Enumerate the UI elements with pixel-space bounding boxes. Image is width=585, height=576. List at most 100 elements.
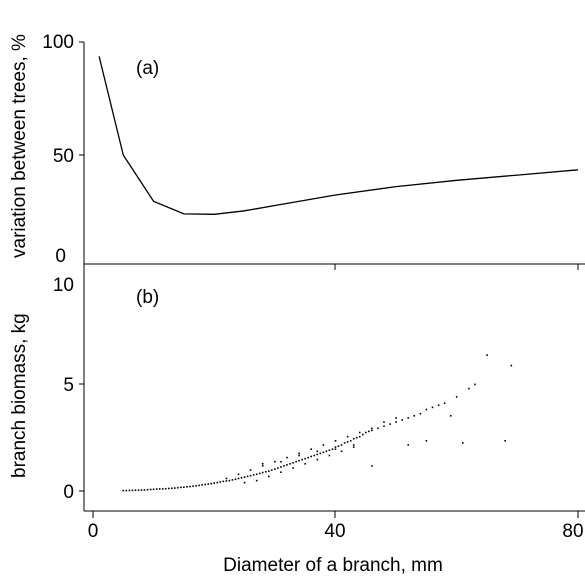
- scatter-point: [216, 481, 219, 484]
- scatter-point: [143, 489, 146, 491]
- scatter-point: [377, 427, 379, 430]
- scatter-point: [362, 433, 364, 436]
- scatter-point: [295, 460, 297, 463]
- panel-a-y-tick-0: 0: [55, 246, 66, 267]
- scatter-point: [313, 454, 316, 457]
- scatter-point: [328, 449, 331, 451]
- scatter-point: [346, 435, 349, 438]
- scatter-point: [274, 460, 276, 463]
- scatter-point: [316, 453, 319, 456]
- scatter-point: [268, 470, 270, 472]
- scatter-point: [425, 440, 428, 442]
- scatter-point: [243, 476, 246, 478]
- scatter-point: [298, 454, 300, 457]
- scatter-point: [316, 450, 319, 453]
- scatter-point: [355, 436, 358, 439]
- scatter-point: [274, 468, 276, 470]
- scatter-point: [407, 444, 409, 446]
- scatter-point: [249, 469, 252, 471]
- scatter-point: [134, 489, 137, 491]
- scatter-point: [252, 474, 255, 476]
- scatter-point: [286, 464, 288, 466]
- panel-a-y-axis-title: variation between trees, %: [9, 34, 30, 258]
- scatter-point: [352, 444, 355, 446]
- scatter-point: [243, 481, 246, 484]
- scatter-point: [334, 440, 337, 442]
- panel-b-y-tick-5: 5: [63, 375, 74, 396]
- scatter-point: [255, 479, 258, 482]
- scatter-point: [146, 488, 149, 491]
- scatter-point: [358, 435, 361, 438]
- scatter-point: [280, 460, 282, 463]
- scatter-point: [292, 467, 294, 469]
- scatter-point: [277, 467, 279, 469]
- panel-a-series-group: [98, 56, 579, 215]
- scatter-point: [425, 408, 428, 411]
- scatter-point: [192, 485, 194, 487]
- scatter-point: [443, 402, 446, 404]
- panel-a: 100 50 0 (a) variation between trees, %: [9, 32, 579, 267]
- scatter-point: [301, 458, 303, 461]
- scatter-point: [486, 354, 488, 356]
- panel-a-y-tick-50: 50: [53, 146, 74, 167]
- scatter-point: [325, 450, 328, 453]
- scatter-point: [358, 431, 361, 434]
- scatter-point: [231, 479, 234, 481]
- scatter-point: [198, 484, 200, 487]
- scatter-point: [401, 419, 403, 421]
- scatter-point: [171, 487, 173, 490]
- scatter-point: [286, 456, 288, 459]
- scatter-point: [225, 480, 228, 482]
- panel-a-series-line: [98, 56, 579, 215]
- scatter-point: [298, 459, 300, 462]
- panel-b-y-axis-title: branch biomass, kg: [9, 313, 30, 478]
- scatter-point: [316, 458, 319, 461]
- scatter-point: [449, 415, 452, 417]
- scatter-point: [510, 364, 513, 367]
- scatter-point: [265, 471, 267, 473]
- scatter-point: [334, 446, 337, 448]
- scatter-point: [249, 474, 252, 477]
- scatter-point: [322, 444, 325, 446]
- scatter-point: [189, 485, 191, 488]
- scatter-point: [504, 440, 506, 442]
- panel-b-x-tick-0: 0: [88, 521, 99, 542]
- scatter-point: [207, 483, 209, 485]
- scatter-point: [462, 442, 464, 444]
- scatter-point: [468, 387, 470, 390]
- scatter-point: [289, 463, 291, 465]
- scatter-point: [298, 452, 300, 455]
- scatter-point: [201, 484, 203, 486]
- scatter-point: [310, 455, 312, 458]
- scatter-point: [283, 465, 285, 467]
- scatter-point: [186, 486, 188, 488]
- scatter-point: [271, 469, 273, 471]
- scatter-point: [395, 417, 397, 419]
- scatter-point: [255, 473, 258, 476]
- panel-b-x-axis-title: Diameter of a branch, mm: [223, 555, 443, 576]
- panel-b-points-group: [122, 354, 513, 492]
- scatter-point: [158, 488, 161, 490]
- scatter-point: [389, 423, 391, 425]
- panel-b-label: (b): [136, 287, 159, 308]
- panel-b-x-tick-80: 80: [562, 521, 583, 542]
- scatter-point: [371, 427, 373, 430]
- panel-b-y-tick-0: 0: [63, 482, 74, 503]
- scatter-point: [261, 465, 264, 467]
- scatter-point: [371, 465, 373, 467]
- scatter-point: [152, 488, 155, 491]
- scatter-point: [155, 488, 158, 490]
- scatter-point: [183, 486, 185, 488]
- scatter-point: [180, 486, 182, 489]
- scatter-point: [319, 452, 322, 455]
- panel-b-x-tick-40: 40: [324, 521, 345, 542]
- scatter-point: [161, 488, 164, 490]
- scatter-point: [140, 489, 143, 491]
- scatter-point: [340, 450, 343, 453]
- scatter-point: [137, 489, 140, 491]
- scatter-point: [125, 489, 128, 492]
- scatter-point: [431, 406, 434, 409]
- scatter-point: [346, 441, 349, 443]
- scatter-point: [228, 479, 231, 482]
